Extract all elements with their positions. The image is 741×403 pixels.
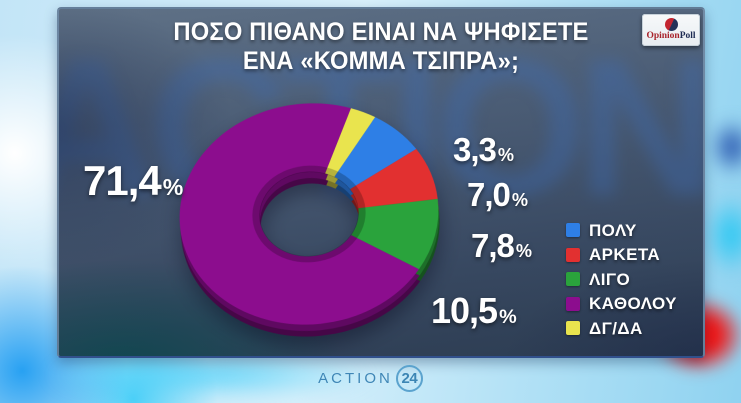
value-label-dgda: 3,3%	[453, 131, 514, 169]
pollster-name-part2: Poll	[679, 31, 696, 42]
donut-slice-top	[350, 149, 438, 209]
legend-item-poly: ΠΟΛΥ	[566, 220, 677, 240]
pollster-name-part1: Opinion	[646, 31, 680, 42]
donut-slice-top	[179, 103, 419, 325]
pollster-logo-icon	[664, 18, 678, 32]
percent-sign: %	[515, 241, 533, 261]
legend-label: ΑΡΚΕΤΑ	[589, 245, 661, 264]
legend-item-katholou: ΚΑΘΟΛΟΥ	[566, 294, 677, 313]
legend-label: ΚΑΘΟΛΟΥ	[589, 294, 677, 313]
value-number: 10,5	[431, 290, 498, 331]
chart-legend: ΠΟΛΥ ΑΡΚΕΤΑ ΛΙΓΟ ΚΑΘΟΛΟΥ ΔΓ/ΔΑ	[566, 220, 677, 346]
donut-chart-svg	[179, 103, 440, 337]
background-cyan-blob	[705, 195, 741, 275]
value-number: 7,0	[467, 176, 511, 213]
value-label-arketa: 7,8%	[471, 227, 532, 265]
poll-panel: ACTION ΠΟΣΟ ΠΙΘΑΝΟ ΕΙΝΑΙ ΝΑ ΨΗΦΙΣΕΤΕ ΕΝΑ…	[57, 7, 705, 358]
value-label-poly: 7,0%	[467, 176, 528, 214]
title-line-1: ΠΟΣΟ ΠΙΘΑΝΟ ΕΙΝΑΙ ΝΑ ΨΗΦΙΣΕΤΕ	[173, 18, 589, 46]
percent-sign: %	[511, 190, 529, 210]
percent-sign: %	[499, 306, 517, 328]
page-title: ΠΟΣΟ ΠΙΘΑΝΟ ΕΙΝΑΙ ΝΑ ΨΗΦΙΣΕΤΕ ΕΝΑ «ΚΟΜΜΑ…	[75, 18, 687, 76]
legend-swatch-dgda	[566, 321, 580, 335]
legend-label: ΔΓ/ΔΑ	[589, 318, 643, 338]
legend-item-ligo: ΛΙΓΟ	[566, 269, 677, 289]
channel-number-text: 24	[401, 370, 418, 387]
legend-item-arketa: ΑΡΚΕΤΑ	[566, 245, 677, 264]
value-number: 71,4	[83, 157, 162, 204]
legend-swatch-poly	[566, 223, 580, 237]
value-number: 7,8	[471, 227, 515, 264]
title-line-2: ΕΝΑ «ΚΟΜΜΑ ΤΣΙΠΡΑ»;	[242, 47, 520, 75]
donut-chart	[122, 50, 496, 356]
channel-name-text: ACTION	[318, 370, 393, 387]
legend-label: ΠΟΛΥ	[589, 220, 637, 240]
legend-swatch-ligo	[566, 272, 580, 286]
donut-slice-top	[325, 108, 376, 177]
channel-logo: ACTION 24	[0, 365, 741, 392]
value-number: 3,3	[453, 131, 497, 168]
background-blue-blob	[709, 118, 741, 176]
pollster-badge: OpinionPoll	[642, 14, 700, 46]
pollster-name: OpinionPoll	[646, 32, 695, 42]
donut-slice-top	[334, 117, 417, 190]
legend-swatch-katholou	[566, 296, 580, 311]
channel-number-circle: 24	[395, 365, 423, 392]
legend-item-dgda: ΔΓ/ΔΑ	[566, 318, 677, 338]
donut-inner-rim-shadow	[252, 165, 366, 263]
value-label-katholou: 71,4%	[83, 157, 183, 205]
background-cyan-glow	[46, 352, 376, 398]
value-label-ligo: 10,5%	[431, 290, 517, 332]
legend-label: ΛΙΓΟ	[589, 269, 631, 289]
percent-sign: %	[162, 174, 184, 200]
percent-sign: %	[497, 145, 515, 165]
donut-slice-top	[351, 198, 439, 270]
legend-swatch-arketa	[566, 247, 580, 262]
